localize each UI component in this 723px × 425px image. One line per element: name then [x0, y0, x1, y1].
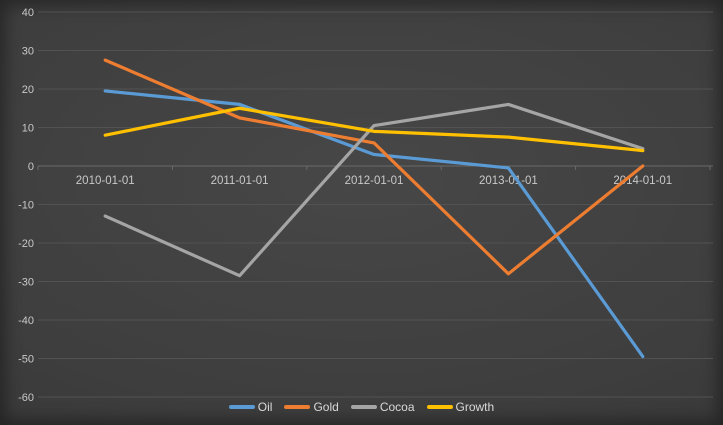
legend-item-oil[interactable]: Oil	[228, 400, 273, 414]
chart-legend: Oil Gold Cocoa Growth	[0, 400, 723, 414]
x-axis-tick-label: 2012-01-01	[345, 175, 404, 187]
legend-label: Cocoa	[379, 400, 415, 414]
y-axis-tick-label: 30	[22, 46, 34, 58]
y-axis-tick-label: 40	[22, 7, 34, 19]
y-axis-tick-label: -30	[18, 277, 34, 289]
y-axis-tick-label: -50	[18, 354, 34, 366]
x-axis-tick-label: 2011-01-01	[211, 175, 269, 187]
legend-item-cocoa[interactable]: Cocoa	[350, 400, 415, 414]
legend-item-gold[interactable]: Gold	[284, 400, 339, 414]
y-axis-tick-label: -40	[18, 315, 34, 327]
y-axis-tick-label: -10	[18, 200, 34, 212]
legend-swatch-growth	[426, 405, 453, 409]
series-line-growth	[103, 106, 645, 153]
y-axis-tick-label: 0	[28, 161, 34, 173]
x-axis-tick-label: 2010-01-01	[76, 175, 135, 187]
legend-label: Oil	[257, 400, 273, 414]
legend-label: Growth	[455, 400, 495, 414]
legend-swatch-cocoa	[350, 405, 377, 409]
y-axis-tick-label: -60	[18, 392, 34, 404]
y-axis-tick-label: 20	[22, 84, 34, 96]
series-line-gold	[103, 58, 645, 276]
x-axis-tick-label: 2013-01-01	[479, 175, 538, 187]
legend-label: Gold	[313, 400, 339, 414]
legend-swatch-gold	[284, 405, 311, 409]
y-axis-tick-label: 10	[22, 123, 34, 135]
series-line-cocoa	[103, 102, 645, 278]
legend-item-growth[interactable]: Growth	[426, 400, 495, 414]
legend-swatch-oil	[228, 405, 255, 409]
y-axis-tick-label: -20	[18, 238, 34, 250]
